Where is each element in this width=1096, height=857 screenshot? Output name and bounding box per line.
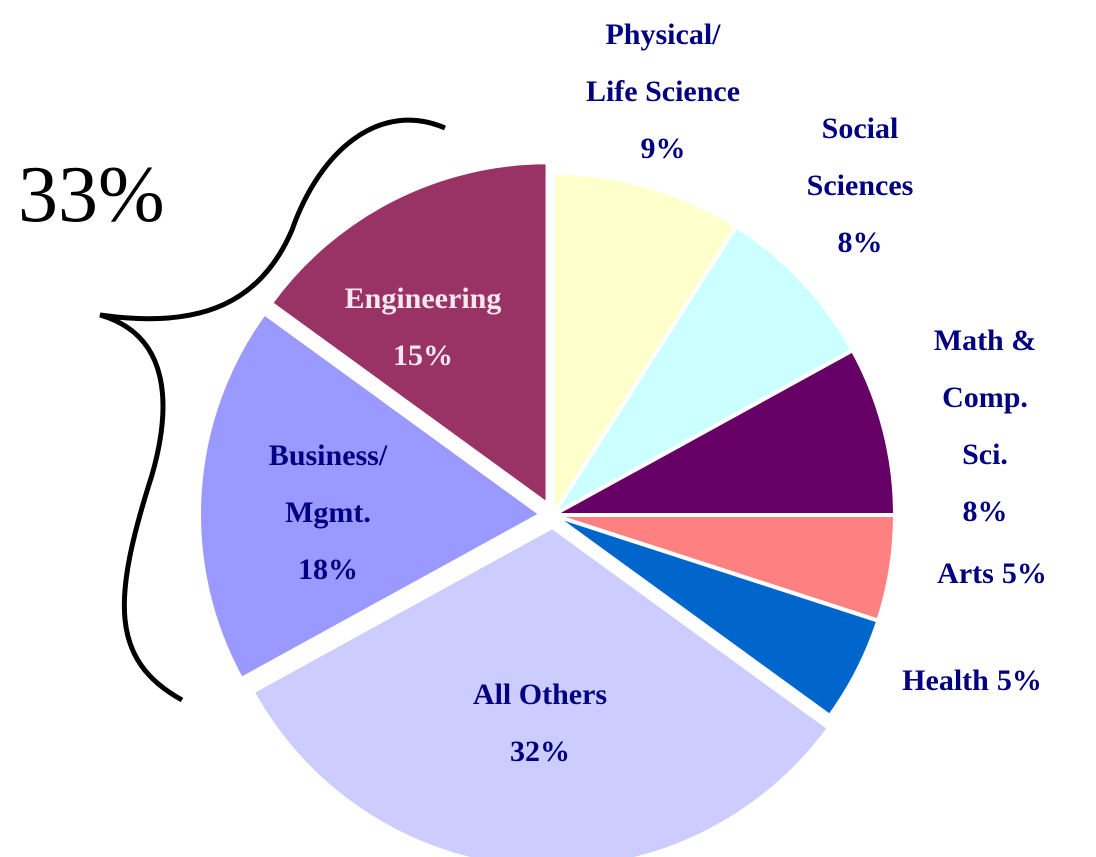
category-name: Business/ Mgmt. xyxy=(268,439,388,529)
category-name: Social Sciences xyxy=(806,112,914,202)
category-name: All Others xyxy=(472,678,608,711)
value-label: 15% xyxy=(393,339,453,372)
pie-slice xyxy=(250,524,831,857)
brace xyxy=(99,117,446,703)
slice-label: Physical/ Life Science 9% xyxy=(586,6,740,177)
value-label: 5% xyxy=(996,664,1042,697)
category-name: Math & Comp. Sci. xyxy=(933,324,1037,471)
value-label: 32% xyxy=(510,735,570,768)
category-name: Engineering xyxy=(344,282,502,315)
category-name: Physical/ Life Science xyxy=(585,18,741,108)
slice-label: Engineering 15% xyxy=(345,270,502,384)
slice-label: Health 5% xyxy=(902,652,1042,709)
value-label: 18% xyxy=(297,553,358,586)
category-name: Arts xyxy=(937,557,994,590)
value-label: 8% xyxy=(962,495,1008,528)
pie-slice xyxy=(551,348,897,517)
value-label: 9% xyxy=(640,132,686,165)
pie-slice xyxy=(268,160,550,507)
category-name: Health xyxy=(902,664,989,697)
slice-label: Arts 5% xyxy=(937,545,1047,602)
annotation: 33% xyxy=(18,151,165,239)
pie-slice xyxy=(551,224,855,517)
value-label: 5% xyxy=(1001,557,1047,590)
value-label: 8% xyxy=(837,226,883,259)
pie-slice xyxy=(551,513,881,719)
slice-label: Business/ Mgmt. 18% xyxy=(269,427,387,598)
slice-label: Social Sciences 8% xyxy=(807,100,914,271)
pie-slice xyxy=(197,311,544,682)
slice-label: Math & Comp. Sci. 8% xyxy=(930,312,1041,540)
pie-slice xyxy=(551,171,739,517)
slice-label: All Others 32% xyxy=(473,666,607,780)
